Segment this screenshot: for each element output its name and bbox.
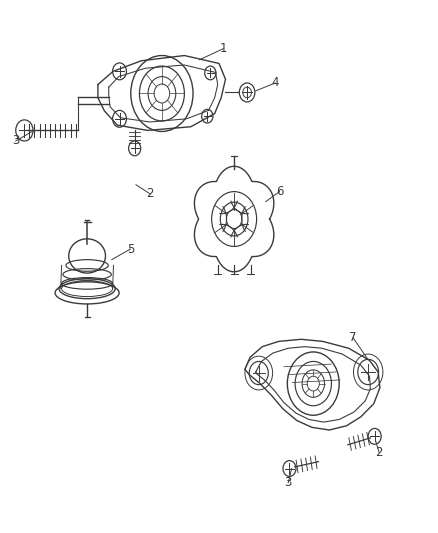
Text: 3: 3 [285, 477, 292, 489]
Text: 6: 6 [276, 185, 283, 198]
Text: 7: 7 [350, 331, 357, 344]
Text: 1: 1 [219, 42, 227, 55]
Text: 4: 4 [272, 76, 279, 90]
Text: 2: 2 [146, 187, 154, 200]
Text: 2: 2 [375, 446, 383, 459]
Text: 5: 5 [127, 243, 134, 256]
Text: 3: 3 [12, 134, 19, 148]
